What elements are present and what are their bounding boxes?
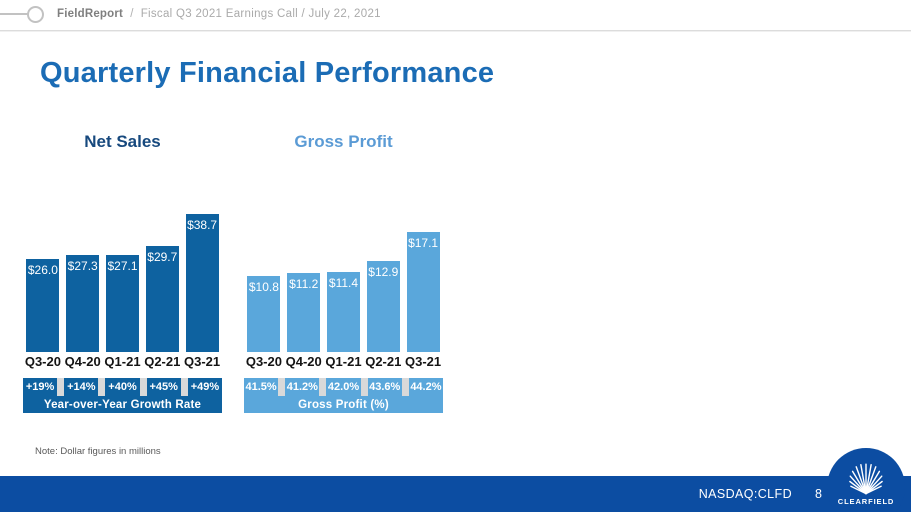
- bar-value-label: $11.4: [328, 276, 359, 290]
- category-label: Q4-20: [285, 354, 322, 369]
- strip-value: +40%: [105, 378, 140, 396]
- bar-Q4-20: $27.3: [66, 255, 100, 352]
- breadcrumb-subtitle: Fiscal Q3 2021 Earnings Call / July 22, …: [140, 8, 381, 20]
- clearfield-logo: CLEARFIELD: [827, 448, 905, 512]
- gross-profit-margin-strip: 41.5% 41.2% 42.0% 43.6% 44.2% Gross Profit (…: [244, 378, 444, 413]
- strip-value: +49%: [187, 378, 223, 396]
- bar-slot-Q1-21: $11.4: [324, 212, 364, 352]
- bar-Q2-21: $12.9: [366, 261, 400, 352]
- category-label: Q3-20: [24, 354, 61, 369]
- strip-gap: [98, 378, 106, 396]
- bar-Q3-20: $10.8: [247, 276, 281, 352]
- clearfield-logo-text: CLEARFIELD: [837, 497, 895, 506]
- category-label: Q4-20: [64, 354, 101, 369]
- breadcrumb-separator: /: [130, 8, 134, 20]
- bar-slot-Q4-20: $27.3: [63, 212, 103, 352]
- footnote: Note: Dollar figures in millions: [35, 446, 161, 457]
- bar-Q2-21: $29.7: [145, 246, 179, 352]
- strip-value: 43.6%: [367, 378, 402, 396]
- bar-slot-Q2-21: $29.7: [142, 212, 182, 352]
- gross-profit-margin-label: Gross Profit (%): [244, 396, 443, 413]
- category-label: Q2-21: [144, 354, 181, 369]
- gross-profit-chart: Gross Profit $10.8 $11.2 $11.4 $12.9 $17.1 Q…: [244, 132, 444, 413]
- bar-value-label: $10.8: [248, 280, 279, 294]
- bar-Q1-21: $11.4: [326, 272, 360, 352]
- breadcrumb-brand: FieldReport: [57, 8, 124, 20]
- strip-gap: [139, 378, 147, 396]
- footer-bar: NASDAQ:CLFD 8: [0, 476, 911, 512]
- gross-profit-chart-title: Gross Profit: [294, 132, 393, 151]
- category-label: Q2-21: [365, 354, 402, 369]
- strip-value: +45%: [146, 378, 181, 396]
- strip-gap: [401, 378, 409, 396]
- strip-value: 44.2%: [408, 378, 444, 396]
- bar-Q3-20: $26.0: [26, 259, 60, 352]
- bar-value-label: $27.1: [107, 259, 138, 273]
- page-title: Quarterly Financial Performance: [40, 57, 495, 89]
- bar-value-label: $17.1: [408, 236, 439, 250]
- breadcrumb: FieldReport / Fiscal Q3 2021 Earnings Ca…: [57, 8, 381, 20]
- net-sales-growth-strip: +19% +14% +40% +45% +49% Year-over-Year Grow…: [23, 378, 223, 413]
- net-sales-chart: Net Sales $26.0 $27.3 $27.1 $29.7 $38.7 Q3-2…: [23, 132, 223, 413]
- bar-value-label: $12.9: [368, 265, 399, 279]
- strip-value: 41.2%: [285, 378, 320, 396]
- category-label: Q3-20: [245, 354, 282, 369]
- bar-value-label: $26.0: [27, 263, 58, 277]
- strip-value: +19%: [23, 378, 58, 396]
- bar-slot-Q3-21: $17.1: [403, 212, 443, 352]
- category-label: Q3-21: [184, 354, 221, 369]
- strip-gap: [360, 378, 368, 396]
- net-sales-growth-label: Year-over-Year Growth Rate: [23, 396, 222, 413]
- bar-Q4-20: $11.2: [287, 273, 321, 352]
- net-sales-bars: $26.0 $27.3 $27.1 $29.7 $38.7: [23, 212, 222, 352]
- strip-gap: [180, 378, 188, 396]
- bar-value-label: $38.7: [187, 218, 218, 232]
- bar-Q3-21: $17.1: [406, 232, 440, 352]
- bar-Q3-21: $38.7: [185, 214, 219, 352]
- bar-slot-Q2-21: $12.9: [363, 212, 403, 352]
- gross-profit-bars: $10.8 $11.2 $11.4 $12.9 $17.1: [244, 212, 443, 352]
- bar-slot-Q3-20: $26.0: [23, 212, 63, 352]
- bar-slot-Q3-20: $10.8: [244, 212, 284, 352]
- category-label: Q1-21: [325, 354, 362, 369]
- shell-icon: [849, 463, 883, 495]
- strip-value: +14%: [64, 378, 99, 396]
- net-sales-growth-values: +19% +14% +40% +45% +49%: [23, 378, 223, 396]
- strip-gap: [278, 378, 286, 396]
- bar-Q1-21: $27.1: [105, 255, 139, 352]
- strip-value: 41.5%: [244, 378, 279, 396]
- ticker-label: NASDAQ:CLFD: [698, 487, 792, 501]
- bar-value-label: $11.2: [289, 277, 319, 291]
- category-label: Q3-21: [405, 354, 442, 369]
- bar-value-label: $27.3: [67, 259, 98, 273]
- ring-icon: [27, 6, 44, 23]
- bar-slot-Q3-21: $38.7: [182, 212, 222, 352]
- net-sales-categories: Q3-20 Q4-20 Q1-21 Q2-21 Q3-21: [23, 354, 222, 369]
- strip-gap: [57, 378, 65, 396]
- decorative-line: [0, 13, 28, 15]
- page-number: 8: [815, 487, 822, 501]
- category-label: Q1-21: [104, 354, 141, 369]
- strip-value: 42.0%: [326, 378, 361, 396]
- bar-slot-Q4-20: $11.2: [284, 212, 324, 352]
- net-sales-chart-title: Net Sales: [84, 132, 161, 151]
- gross-profit-categories: Q3-20 Q4-20 Q1-21 Q2-21 Q3-21: [244, 354, 443, 369]
- bar-slot-Q1-21: $27.1: [103, 212, 143, 352]
- gross-profit-margin-values: 41.5% 41.2% 42.0% 43.6% 44.2%: [244, 378, 444, 396]
- header-divider: [0, 30, 911, 32]
- bar-value-label: $29.7: [147, 250, 178, 264]
- strip-gap: [319, 378, 327, 396]
